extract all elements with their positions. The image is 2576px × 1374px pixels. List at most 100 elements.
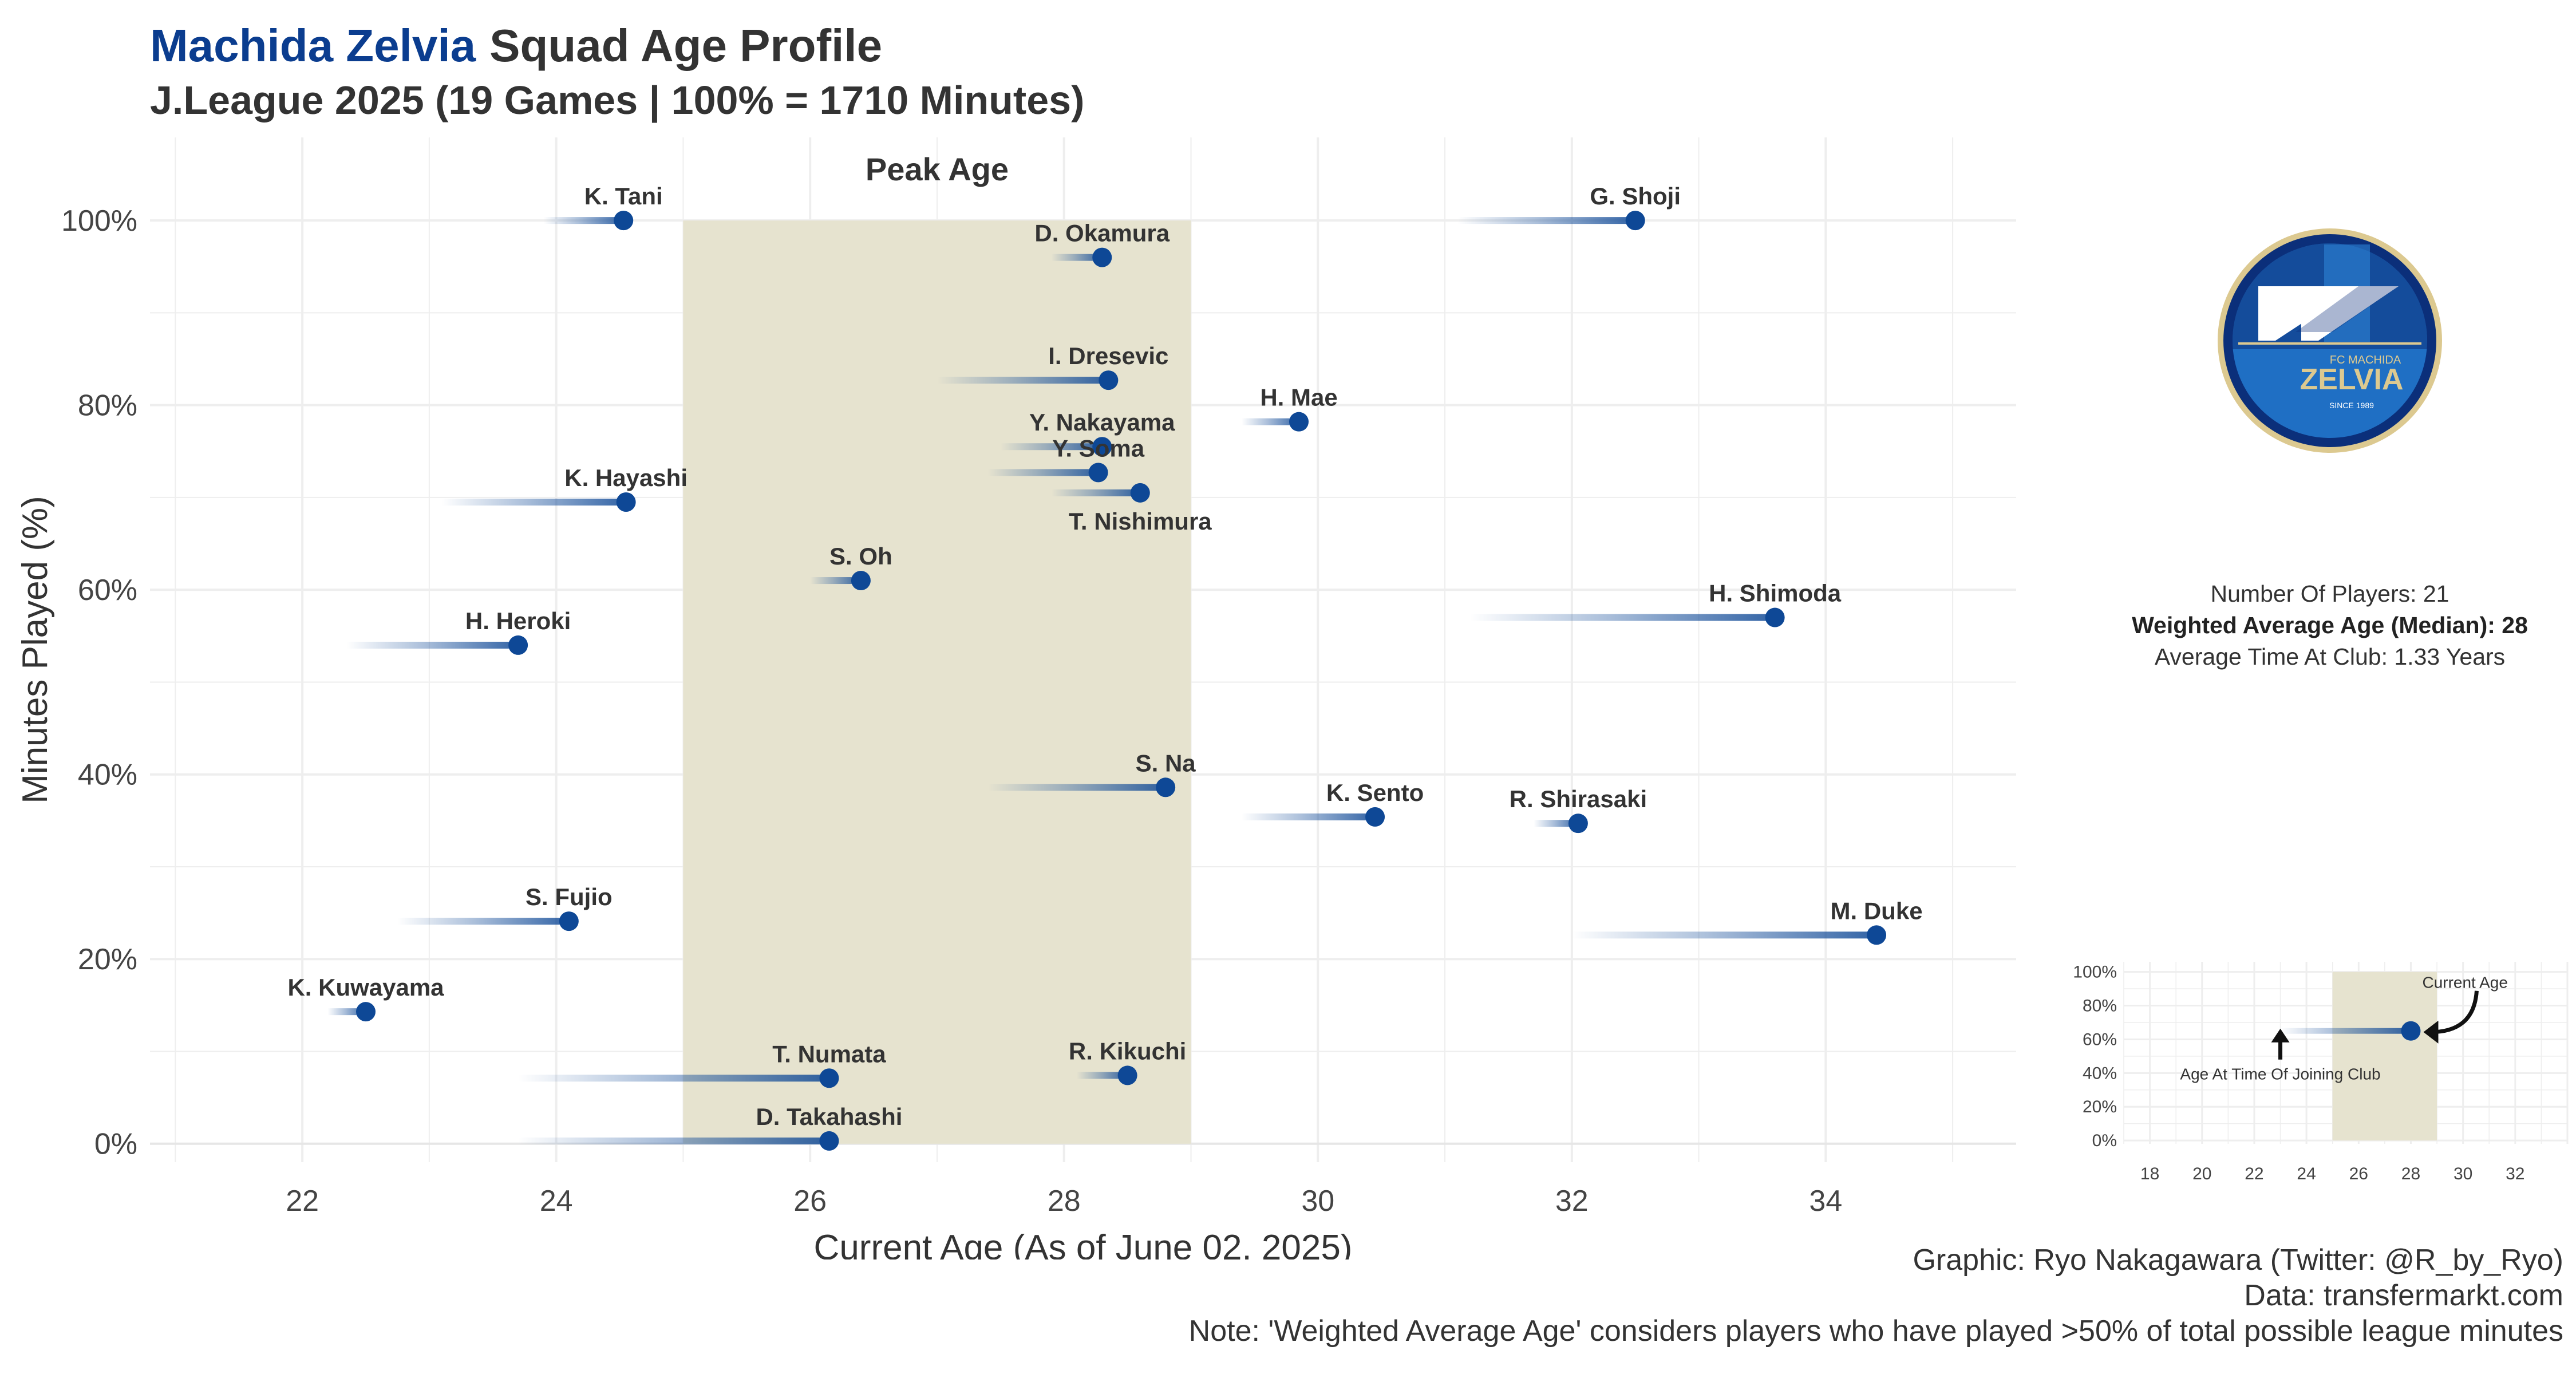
point-g-shoji: [1625, 211, 1645, 231]
legend-y-tick-label: 0%: [2092, 1131, 2117, 1150]
legend-x-tick-label: 20: [2192, 1164, 2211, 1183]
point-i-dresevic: [1099, 370, 1119, 390]
tail-s-fujio: [397, 918, 569, 925]
point-k-sento: [1365, 807, 1385, 827]
tail-k-hayashi: [442, 498, 626, 506]
caption-graphic-credit: Graphic: Ryo Nakagawara (Twitter: @R_by_…: [1913, 1243, 2563, 1277]
tail-k-tani: [543, 217, 624, 224]
legend-y-ticks: 0% 20% 40% 60% 80% 100%: [2073, 963, 2117, 1150]
legend-x-tick-label: 26: [2349, 1164, 2368, 1183]
legend-joining-arrowhead: [2271, 1028, 2290, 1043]
y-axis-title: Minutes Played (%): [15, 496, 55, 804]
player-labels: K. Tani G. Shoji D. Okamura I. Dresevic H. M…: [287, 183, 1922, 1130]
legend-current-arrowhead: [2423, 1020, 2439, 1044]
y-tick-label: 20%: [78, 943, 137, 976]
legend-y-tick-label: 20%: [2083, 1097, 2117, 1116]
tail-g-shoji: [1457, 217, 1635, 224]
point-k-kuwayama: [356, 1002, 376, 1022]
point-y-nakayama: [1092, 437, 1112, 457]
peak-age-label: Peak Age: [866, 151, 1009, 187]
tail-s-oh: [810, 577, 861, 585]
stat-number-of-players: Number Of Players: 21: [2210, 581, 2449, 607]
point-k-hayashi: [616, 492, 636, 512]
x-tick-label: 26: [793, 1185, 827, 1218]
club-name: Machida Zelvia: [150, 20, 476, 71]
caption-data-source: Data: transfermarkt.com: [2244, 1279, 2563, 1312]
label-g-shoji: G. Shoji: [1590, 183, 1681, 210]
label-k-hayashi: K. Hayashi: [564, 464, 688, 491]
chart-subtitle: J.League 2025 (19 Games | 100% = 1710 Mi…: [150, 78, 1085, 123]
legend-current-age-label: Current Age: [2422, 974, 2507, 992]
legend-y-tick-label: 100%: [2073, 963, 2117, 982]
point-r-shirasaki: [1568, 814, 1588, 834]
x-tick-label: 28: [1048, 1185, 1081, 1218]
title-text: Squad Age Profile: [489, 20, 883, 71]
legend-x-tick-label: 32: [2506, 1164, 2524, 1183]
tail-t-nishimura: [1051, 489, 1140, 496]
legend-example-tail: [2280, 1028, 2411, 1034]
label-s-na: S. Na: [1136, 749, 1196, 776]
point-t-numata: [819, 1068, 839, 1088]
label-h-shimoda: H. Shimoda: [1709, 580, 1842, 607]
caption-note: Note: 'Weighted Average Age' considers p…: [1188, 1314, 2563, 1348]
x-tick-label: 22: [286, 1185, 319, 1218]
club-crest-logo: FC MACHIDA ZELVIA SINCE 1989: [2218, 228, 2442, 453]
legend-y-tick-label: 40%: [2083, 1064, 2117, 1083]
logo-since-text: SINCE 1989: [2329, 401, 2374, 410]
label-r-shirasaki: R. Shirasaki: [1510, 785, 1647, 812]
stat-time-at-club: Average Time At Club: 1.33 Years: [2154, 643, 2506, 670]
legend-x-ticks: 18 20 22 24 26 28 30 32: [2140, 1164, 2525, 1183]
point-d-okamura: [1092, 247, 1112, 267]
label-t-numata: T. Numata: [772, 1040, 886, 1067]
y-axis-ticks: 0% 20% 40% 60% 80% 100%: [61, 204, 137, 1161]
logo-main-text: ZELVIA: [2300, 363, 2403, 396]
label-r-kikuchi: R. Kikuchi: [1069, 1037, 1186, 1064]
tail-k-sento: [1242, 813, 1376, 820]
legend-example-point: [2401, 1021, 2421, 1041]
y-tick-label: 80%: [78, 389, 137, 423]
legend-mini-chart: 18 20 22 24 26 28 30 32 0% 20% 40% 60% 80% 100% Curr…: [2073, 962, 2569, 1183]
point-r-kikuchi: [1117, 1065, 1137, 1085]
joining-age-tails: [327, 217, 1877, 1144]
stat-weighted-average-age: Weighted Average Age (Median): 28: [2132, 612, 2528, 638]
point-m-duke: [1867, 925, 1887, 945]
label-k-kuwayama: K. Kuwayama: [287, 974, 444, 1001]
label-s-oh: S. Oh: [829, 543, 892, 570]
point-k-tani: [614, 211, 634, 231]
point-s-na: [1156, 777, 1176, 797]
label-y-soma: Y. Soma: [1052, 435, 1145, 461]
x-tick-label: 34: [1809, 1185, 1842, 1218]
y-tick-label: 60%: [78, 574, 137, 607]
point-s-fujio: [559, 911, 579, 931]
legend-x-tick-label: 30: [2453, 1164, 2472, 1183]
label-k-sento: K. Sento: [1326, 779, 1424, 806]
point-h-shimoda: [1765, 607, 1785, 627]
tail-y-soma: [987, 469, 1099, 476]
legend-x-tick-label: 22: [2245, 1164, 2263, 1183]
x-tick-label: 24: [540, 1185, 573, 1218]
legend-example: [2271, 990, 2479, 1060]
label-d-okamura: D. Okamura: [1034, 220, 1170, 247]
x-tick-label: 32: [1555, 1185, 1589, 1218]
legend-x-tick-label: 24: [2297, 1164, 2316, 1183]
legend-x-tick-label: 18: [2140, 1164, 2159, 1183]
tail-h-shimoda: [1470, 614, 1775, 621]
label-d-takahashi: D. Takahashi: [756, 1103, 902, 1130]
chart-caption: Graphic: Ryo Nakagawara (Twitter: @R_by_…: [1189, 1242, 2563, 1349]
point-h-heroki: [508, 635, 528, 655]
age-profile-chart: Peak Age 22 24 26 28 30 32 34 0% 20% 40% 60% 80% 10…: [15, 137, 2016, 1260]
tail-r-kikuchi: [1076, 1072, 1128, 1079]
x-tick-label: 30: [1301, 1185, 1334, 1218]
label-m-duke: M. Duke: [1831, 897, 1923, 924]
point-t-nishimura: [1130, 483, 1150, 503]
point-s-oh: [851, 571, 871, 591]
y-tick-label: 100%: [61, 204, 137, 238]
label-y-nakayama: Y. Nakayama: [1029, 409, 1175, 436]
legend-x-tick-label: 28: [2401, 1164, 2420, 1183]
legend-peak-band: [2332, 972, 2437, 1141]
logo-top-text: FC MACHIDA: [2330, 354, 2401, 366]
tail-y-nakayama: [1000, 443, 1103, 451]
tail-r-shirasaki: [1534, 820, 1578, 827]
y-tick-label: 40%: [78, 759, 137, 792]
legend-y-tick-label: 60%: [2083, 1030, 2117, 1049]
